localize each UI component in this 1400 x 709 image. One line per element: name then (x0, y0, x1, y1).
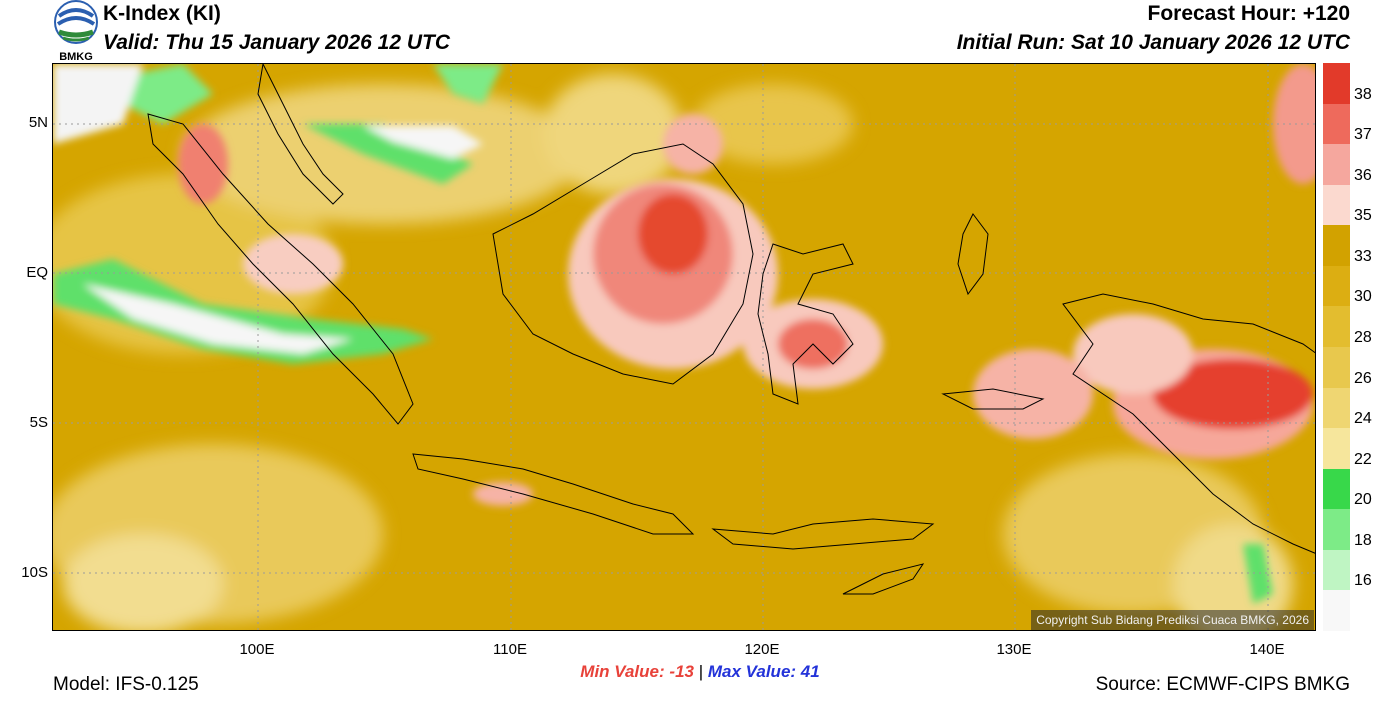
source-label: Source: ECMWF-CIPS BMKG (1095, 674, 1350, 695)
colorbar-tick-label: 26 (1354, 369, 1372, 387)
colorbar-tick-label: 24 (1354, 410, 1372, 428)
copyright-notice: Copyright Sub Bidang Prediksi Cuaca BMKG… (1031, 610, 1314, 630)
colorbar-tick-label: 33 (1354, 247, 1372, 265)
logo-text: BMKG (59, 51, 93, 62)
field-high (178, 64, 1315, 506)
colorbar-segment (1323, 63, 1350, 104)
colorbar-segment (1323, 306, 1350, 348)
colorbar-segment (1323, 509, 1350, 551)
colorbar-tick-label: 22 (1354, 450, 1372, 468)
k-index-map (52, 63, 1316, 631)
colorbar-tick-label: 20 (1354, 491, 1372, 509)
colorbar-segment (1323, 590, 1350, 632)
colorbar-tick-label: 28 (1354, 329, 1372, 346)
lon-label-100e: 100E (239, 641, 275, 658)
colorbar-segment (1323, 225, 1350, 267)
coastlines (147, 64, 1315, 595)
colorbar-tick-label: 36 (1354, 166, 1372, 184)
colorbar (1323, 63, 1350, 632)
lat-label-5s: 5S (29, 414, 48, 431)
lon-label-110e: 110E (493, 641, 527, 658)
colorbar-segment (1323, 347, 1350, 388)
graticule (53, 64, 1315, 630)
colorbar-segment (1323, 265, 1350, 307)
field-green (53, 64, 1273, 604)
lat-label-eq: EQ (26, 264, 48, 281)
colorbar-tick-label: 38 (1354, 85, 1372, 103)
colorbar-tick-label: 37 (1354, 126, 1372, 144)
chart-title: K-Index (KI) (103, 2, 221, 25)
colorbar-segment (1323, 387, 1350, 429)
min-max-values: Min Value: -13 | Max Value: 41 (0, 662, 1400, 682)
colorbar-segment (1323, 468, 1350, 510)
colorbar-segment (1323, 103, 1350, 145)
bmkg-logo: BMKG (53, 0, 99, 63)
lat-label-10s: 10S (21, 564, 48, 581)
min-label: Min Value: (580, 662, 665, 681)
lon-label-140e: 140E (1249, 641, 1285, 658)
max-label: Max Value: (707, 662, 797, 681)
lon-label-120e: 120E (744, 641, 780, 658)
lon-label-130e: 130E (996, 641, 1032, 658)
colorbar-tick-label: 16 (1354, 572, 1372, 590)
forecast-hour: Forecast Hour: +120 (1147, 2, 1351, 25)
max-value: 41 (800, 662, 820, 681)
colorbar-tick-label: 30 (1354, 288, 1372, 306)
colorbar-segment (1323, 549, 1350, 591)
minmax-separator: | (698, 662, 704, 681)
colorbar-tick-label: 18 (1354, 531, 1372, 549)
colorbar-segment (1323, 428, 1350, 470)
colorbar-tick-label: 35 (1354, 207, 1372, 225)
colorbar-segment (1323, 144, 1350, 186)
map-canvas (53, 64, 1315, 630)
min-value: -13 (669, 662, 694, 681)
model-label: Model: IFS-0.125 (53, 674, 199, 695)
lat-label-5n: 5N (28, 114, 48, 131)
field-light (53, 74, 1293, 630)
initial-run: Initial Run: Sat 10 January 2026 12 UTC (956, 31, 1350, 54)
colorbar-segment (1323, 184, 1350, 226)
valid-time: Valid: Thu 15 January 2026 12 UTC (103, 31, 451, 54)
